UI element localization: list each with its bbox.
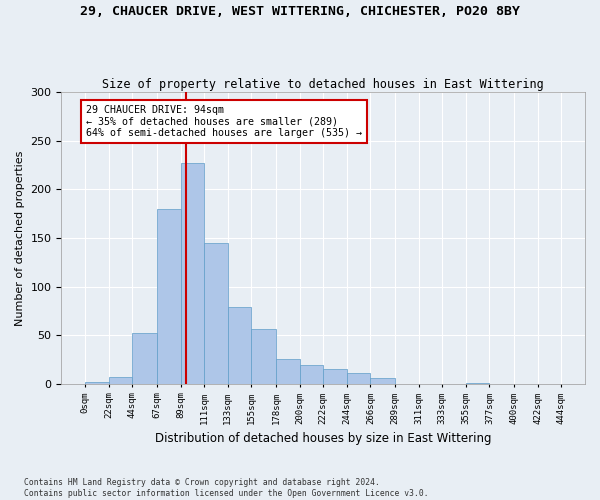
Bar <box>299 366 323 384</box>
Bar <box>370 378 395 384</box>
Bar <box>347 373 370 384</box>
Bar <box>133 333 157 384</box>
Bar <box>204 243 228 384</box>
Bar <box>157 209 181 384</box>
Bar <box>228 307 251 384</box>
Bar <box>85 382 109 384</box>
Text: 29 CHAUCER DRIVE: 94sqm
← 35% of detached houses are smaller (289)
64% of semi-d: 29 CHAUCER DRIVE: 94sqm ← 35% of detache… <box>86 105 362 138</box>
Title: Size of property relative to detached houses in East Wittering: Size of property relative to detached ho… <box>103 78 544 91</box>
Y-axis label: Number of detached properties: Number of detached properties <box>15 150 25 326</box>
Bar <box>251 330 276 384</box>
X-axis label: Distribution of detached houses by size in East Wittering: Distribution of detached houses by size … <box>155 432 491 445</box>
Bar <box>109 377 133 384</box>
Text: Contains HM Land Registry data © Crown copyright and database right 2024.
Contai: Contains HM Land Registry data © Crown c… <box>24 478 428 498</box>
Bar <box>181 163 204 384</box>
Bar <box>466 383 490 384</box>
Bar <box>276 358 299 384</box>
Bar <box>323 369 347 384</box>
Text: 29, CHAUCER DRIVE, WEST WITTERING, CHICHESTER, PO20 8BY: 29, CHAUCER DRIVE, WEST WITTERING, CHICH… <box>80 5 520 18</box>
